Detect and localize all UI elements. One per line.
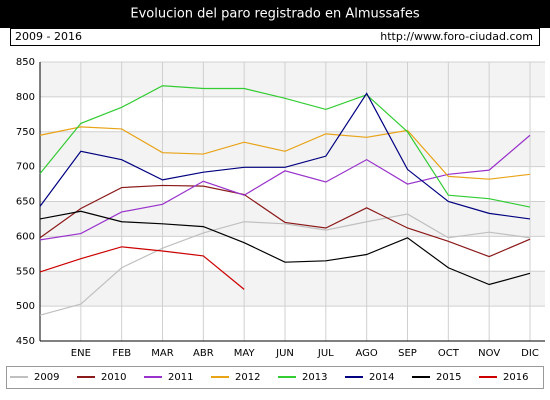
- series-line: [39, 213, 531, 316]
- x-tick-label: ABR: [193, 348, 214, 359]
- title-bar: [0, 0, 550, 28]
- y-tick-label: 500: [16, 301, 35, 312]
- y-tick-label: 450: [16, 336, 35, 347]
- x-tick-label: SEP: [398, 348, 417, 359]
- series-line: [39, 126, 531, 180]
- y-tick-label: 750: [16, 127, 35, 138]
- y-tick-label: 550: [16, 266, 35, 277]
- x-tick-label: JUN: [275, 348, 294, 359]
- y-tick-label: 650: [16, 197, 35, 208]
- legend-label: 2014: [369, 372, 394, 383]
- x-tick-label: NOV: [478, 348, 500, 359]
- x-tick-label: AGO: [356, 348, 378, 359]
- x-tick-label: OCT: [438, 348, 460, 359]
- legend-label: 2010: [101, 372, 126, 383]
- series-line: [39, 92, 531, 220]
- series-line: [39, 85, 531, 208]
- x-tick-label: DIC: [521, 348, 539, 359]
- legend-label: 2015: [436, 372, 461, 383]
- band: [40, 201, 545, 237]
- subtitle-box: [10, 28, 540, 46]
- x-tick-label: ENE: [71, 348, 91, 359]
- x-tick-label: JUL: [317, 348, 334, 359]
- y-tick-label: 800: [16, 92, 35, 103]
- band: [40, 271, 545, 307]
- y-tick-label: 850: [16, 57, 35, 68]
- legend-label: 2013: [302, 372, 327, 383]
- source: http://www.foro-ciudad.com: [380, 30, 533, 43]
- legend-box: [6, 366, 544, 389]
- band: [40, 131, 545, 167]
- legend-label: 2016: [503, 372, 528, 383]
- band: [40, 62, 545, 97]
- legend-label: 2009: [34, 372, 59, 383]
- series-line: [39, 184, 531, 258]
- series-line: [39, 134, 531, 241]
- legend-label: 2011: [168, 372, 193, 383]
- series-line: [39, 210, 531, 286]
- chart-title: Evolucion del paro registrado en Almussa…: [130, 7, 419, 22]
- legend-label: 2012: [235, 372, 260, 383]
- x-tick-label: MAR: [151, 348, 173, 359]
- subtitle: 2009 - 2016: [15, 30, 82, 43]
- y-tick-label: 600: [16, 231, 35, 242]
- y-tick-label: 700: [16, 162, 35, 173]
- x-tick-label: FEB: [112, 348, 131, 359]
- x-tick-label: MAY: [234, 348, 256, 359]
- series-line: [39, 246, 245, 290]
